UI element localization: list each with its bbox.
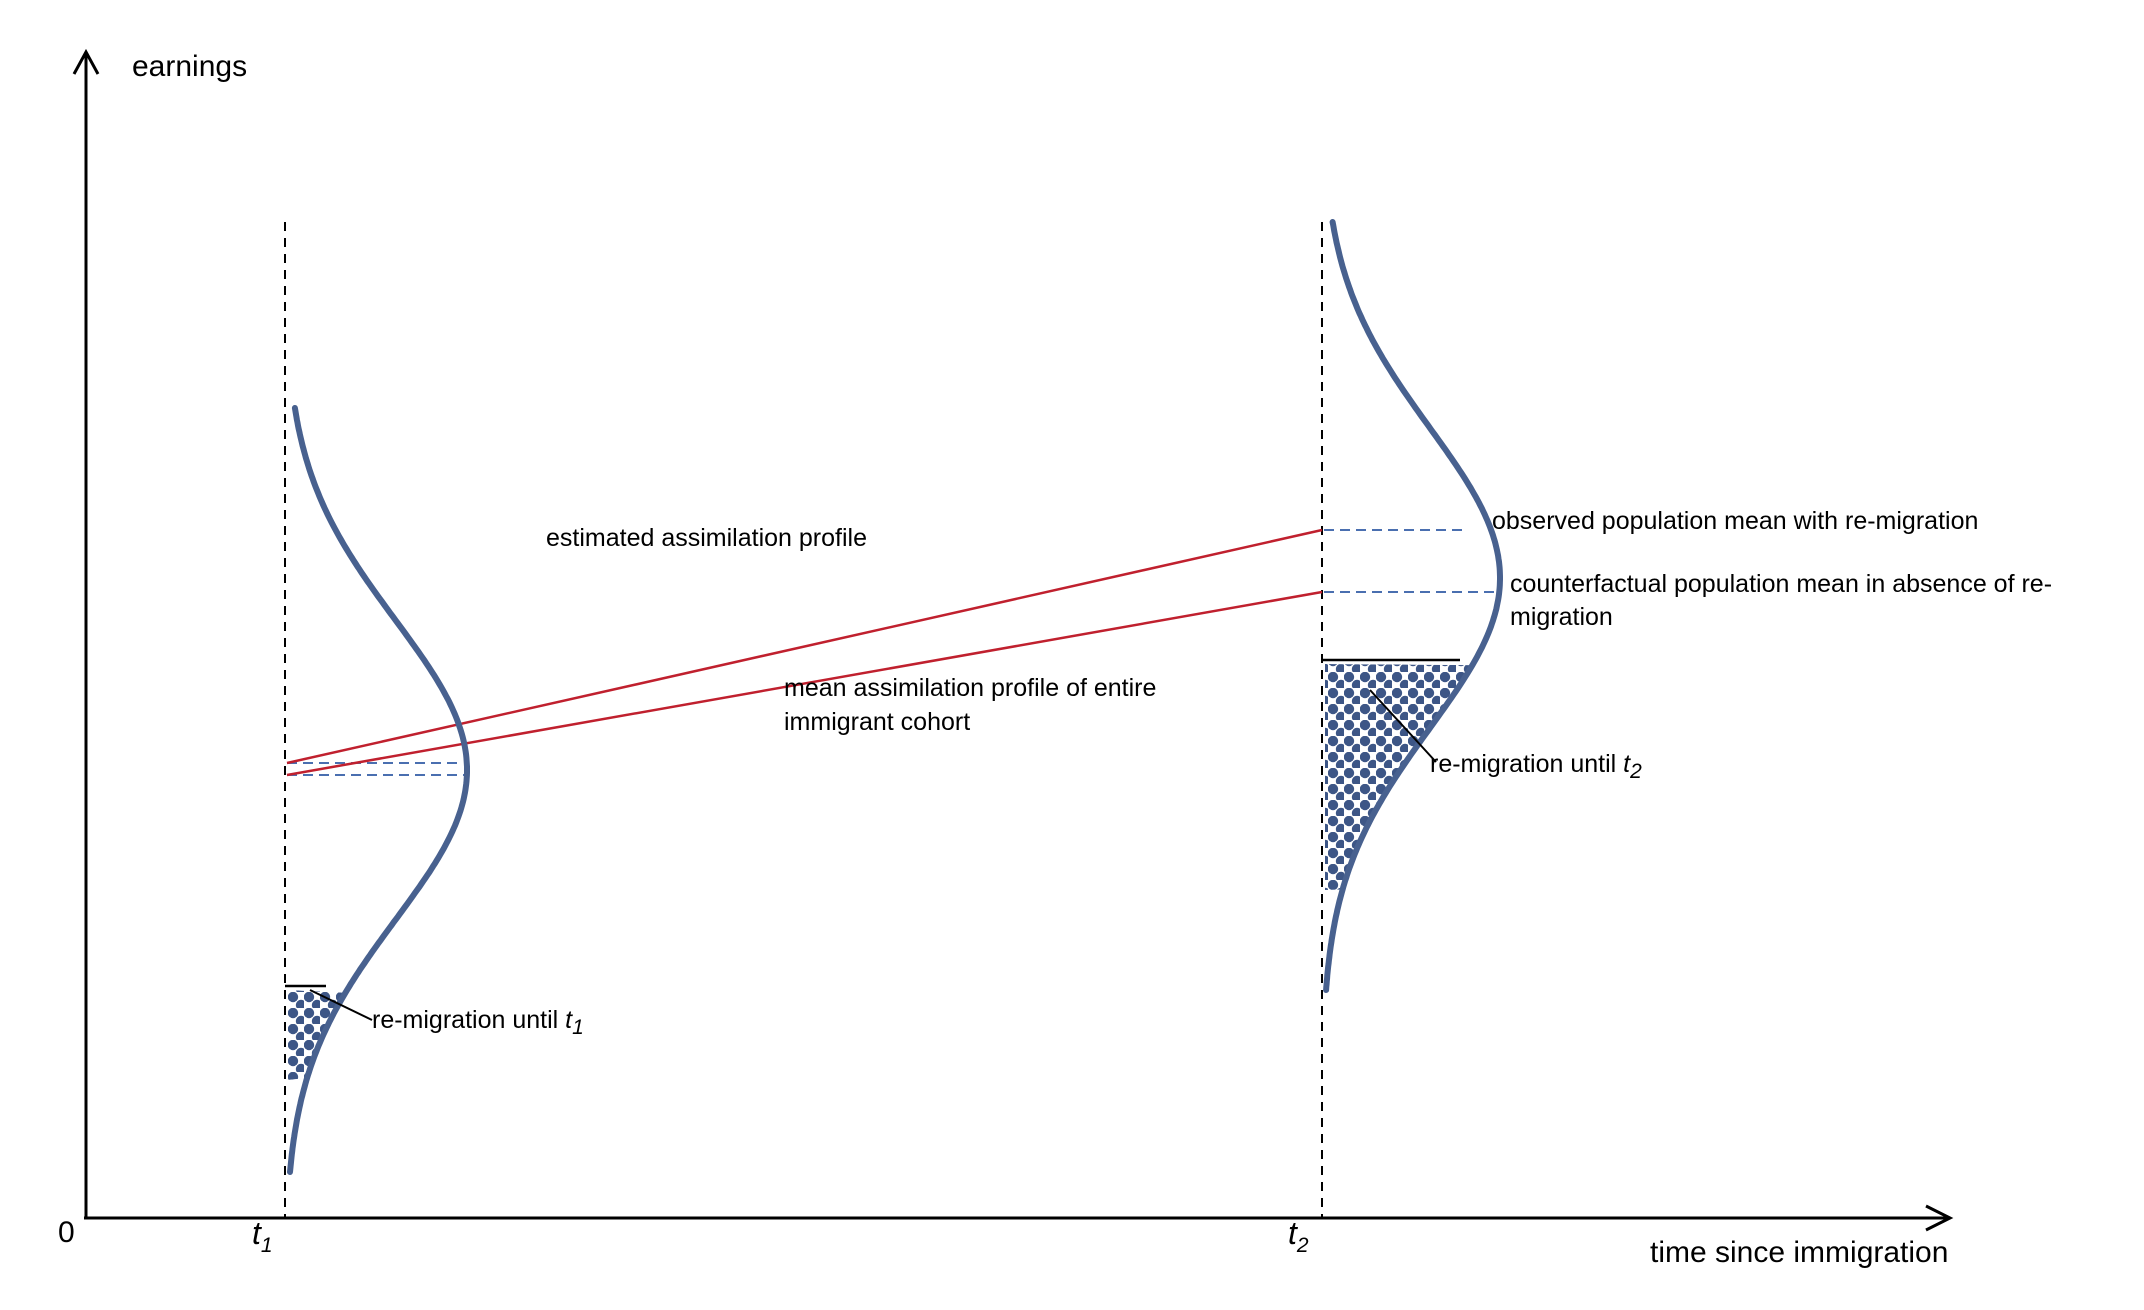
mean-profile-label-line1: mean assimilation profile of entire <box>784 674 1156 702</box>
remigration-t2-sub: 2 <box>1629 760 1642 783</box>
leader-line-t1 <box>309 989 373 1021</box>
t1-tick-label: t1 <box>252 1215 273 1257</box>
remigration-t1-sub: 1 <box>572 1016 584 1039</box>
remigration-t2-label: re-migration until t2 <box>1430 750 1642 783</box>
t1-tick-var: t <box>252 1215 262 1251</box>
leader-line-t2 <box>1369 689 1437 763</box>
remigration-t1-label: re-migration until t1 <box>372 1006 584 1039</box>
x-axis-label: time since immigration <box>1650 1236 1948 1269</box>
remigration-t2-text: re-migration until <box>1430 750 1623 778</box>
mean-assimilation-profile-line <box>286 590 1323 777</box>
t2-tick-sub: 2 <box>1296 1234 1309 1257</box>
estimated-profile-label: estimated assimilation profile <box>546 524 867 552</box>
t1-tick-sub: 1 <box>261 1234 273 1257</box>
earnings-distribution-t1 <box>287 405 470 1175</box>
y-axis-label: earnings <box>132 50 247 83</box>
mean-profile-label-line2: immigrant cohort <box>784 708 970 736</box>
origin-label: 0 <box>58 1216 75 1249</box>
y-axis-arrowhead <box>72 48 100 75</box>
counterfactual-mean-label-line1: counterfactual population mean in absenc… <box>1510 570 2052 598</box>
x-axis-arrowhead <box>1925 1204 1954 1232</box>
axes <box>72 48 1954 1232</box>
remigration-t1-text: re-migration until <box>372 1006 565 1034</box>
counterfactual-mean-label-line2: migration <box>1510 603 1613 631</box>
remigration-t1-var: t <box>565 1006 573 1034</box>
earnings-distribution-t2 <box>1323 219 1503 993</box>
t2-tick-label: t2 <box>1288 1215 1309 1257</box>
remigration-t2-var: t <box>1623 750 1631 778</box>
t2-tick-var: t <box>1288 1215 1298 1251</box>
observed-mean-label: observed population mean with re-migrati… <box>1492 507 1978 535</box>
